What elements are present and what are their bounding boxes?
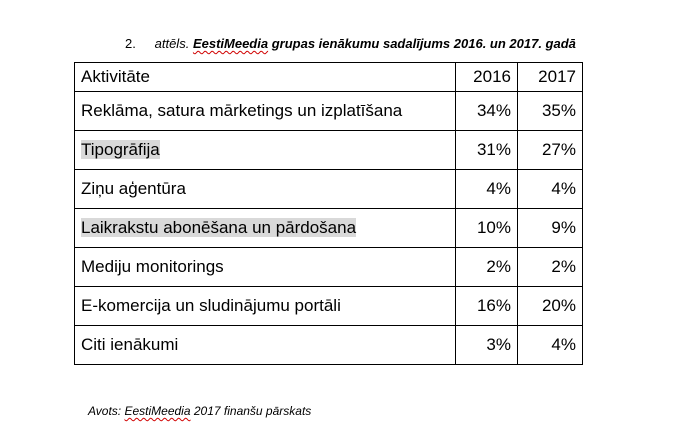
row-activity: Reklāma, satura mārketings un izplatīšan… (74, 91, 456, 131)
table-row: Laikrakstu abonēšana un pārdošana 10% 9% (74, 208, 583, 248)
row-value-2016: 2% (455, 247, 518, 287)
activity-label: Mediju monitorings (81, 257, 224, 276)
row-activity: Mediju monitorings (74, 247, 456, 287)
caption-title: grupas ienākumu sadalījums 2016. un 2017… (271, 36, 576, 51)
row-value-2017: 9% (517, 208, 583, 248)
revenue-table: Aktivitāte 2016 2017 Reklāma, satura mār… (74, 62, 583, 365)
table-row: Tipogrāfija 31% 27% (74, 130, 583, 170)
activity-label: E-komercija un sludinājumu portāli (81, 296, 341, 315)
activity-label: Ziņu aģentūra (81, 179, 186, 198)
table-row: Citi ienākumi 3% 4% (74, 325, 583, 365)
source-brand: EestiMeedia (124, 404, 191, 418)
row-value-2017: 4% (517, 325, 583, 365)
source-note: Avots: EestiMeedia 2017 finanšu pārskats (88, 404, 311, 418)
row-activity: Ziņu aģentūra (74, 169, 456, 209)
table-row: Reklāma, satura mārketings un izplatīšan… (74, 91, 583, 131)
row-value-2017: 2% (517, 247, 583, 287)
activity-label: Reklāma, satura mārketings un izplatīšan… (81, 101, 403, 120)
row-value-2016: 10% (455, 208, 518, 248)
row-value-2017: 4% (517, 169, 583, 209)
figure-label: attēls. (154, 36, 190, 51)
figure-caption: 2. attēls. EestiMeedia grupas ienākumu s… (125, 36, 576, 51)
header-2017: 2017 (517, 62, 583, 92)
source-prefix: Avots: (88, 404, 122, 418)
row-activity: Tipogrāfija (74, 130, 456, 170)
row-value-2017: 20% (517, 286, 583, 326)
row-value-2016: 3% (455, 325, 518, 365)
activity-label: Citi ienākumi (81, 335, 179, 354)
table-row: Mediju monitorings 2% 2% (74, 247, 583, 287)
row-value-2016: 4% (455, 169, 518, 209)
header-2016: 2016 (455, 62, 518, 92)
row-activity: E-komercija un sludinājumu portāli (74, 286, 456, 326)
row-value-2017: 27% (517, 130, 583, 170)
activity-label: Tipogrāfija (81, 140, 160, 159)
caption-brand: EestiMeedia (192, 36, 269, 51)
row-value-2016: 16% (455, 286, 518, 326)
source-rest: 2017 finanšu pārskats (193, 404, 312, 418)
row-activity: Citi ienākumi (74, 325, 456, 365)
row-value-2016: 31% (455, 130, 518, 170)
table-row: E-komercija un sludinājumu portāli 16% 2… (74, 286, 583, 326)
row-activity: Laikrakstu abonēšana un pārdošana (74, 208, 456, 248)
header-activity: Aktivitāte (74, 62, 456, 92)
table-row: Ziņu aģentūra 4% 4% (74, 169, 583, 209)
figure-number: 2. (125, 36, 136, 51)
activity-label: Laikrakstu abonēšana un pārdošana (81, 218, 357, 237)
table-header-row: Aktivitāte 2016 2017 (74, 62, 583, 92)
row-value-2017: 35% (517, 91, 583, 131)
row-value-2016: 34% (455, 91, 518, 131)
